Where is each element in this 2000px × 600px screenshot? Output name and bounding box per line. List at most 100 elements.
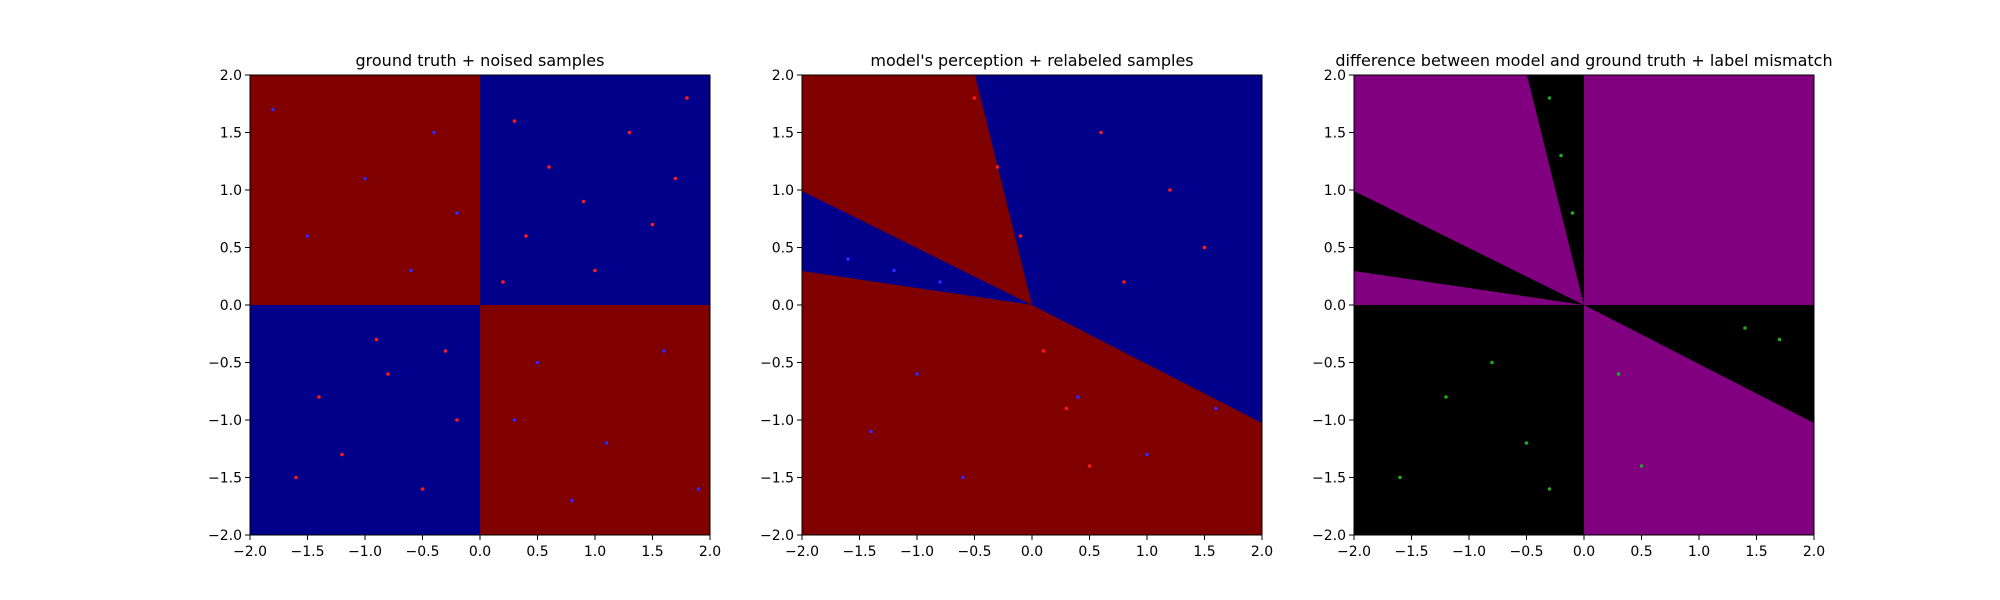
point-blue [512, 418, 517, 422]
point-red [294, 475, 298, 480]
x-tick-label: −1.0 [348, 544, 382, 560]
y-tick-label: −2.0 [760, 528, 794, 544]
point-green [1524, 441, 1529, 445]
y-tick-label: −1.0 [208, 413, 242, 429]
panel-1-points [271, 96, 701, 503]
y-tick-label: 2.0 [772, 68, 794, 84]
y-tick-label: 0.0 [772, 298, 794, 314]
point-red [650, 222, 655, 227]
point-red [673, 176, 678, 181]
x-tick-label: 0.0 [1021, 544, 1043, 560]
panel-3-regions [1354, 75, 1814, 535]
x-tick-label: 1.5 [1745, 544, 1767, 560]
y-tick-label: 2.0 [1324, 68, 1346, 84]
point-red [501, 280, 505, 284]
point-blue [432, 130, 436, 135]
point-blue [535, 360, 540, 365]
y-tick-label: −1.5 [760, 471, 794, 487]
point-blue [892, 268, 896, 273]
panel-model-perception: model's perception + relabeled samples −… [760, 51, 1273, 560]
point-red [443, 349, 448, 353]
point-red [1122, 280, 1126, 284]
point-blue [846, 257, 850, 261]
panel-1-regions [250, 75, 710, 535]
y-tick-label: 1.5 [220, 126, 242, 142]
point-blue [869, 429, 873, 434]
point-red [1099, 130, 1103, 135]
point-blue [604, 441, 609, 445]
region-blue-wedge-left [802, 191, 1032, 305]
y-tick-label: −0.5 [760, 356, 794, 372]
x-tick-label: −1.0 [900, 544, 934, 560]
y-tick-label: 1.5 [1324, 126, 1346, 142]
point-blue [938, 280, 942, 284]
point-blue [1214, 406, 1218, 411]
point-green [1777, 337, 1782, 342]
point-red [581, 199, 586, 204]
point-green [1616, 372, 1621, 376]
panel-2-axes: −2.0 −1.5 −1.0 −0.5 0.0 0.5 1.0 1.5 2.0 2.0 1.5 1.0… [760, 68, 1273, 560]
x-tick-label: −0.5 [958, 544, 992, 560]
x-tick-label: −0.5 [406, 544, 440, 560]
y-tick-label: 0.5 [220, 241, 242, 257]
region-red-sliver [802, 277, 1032, 305]
point-green [1547, 487, 1552, 491]
y-tick-label: 2.0 [220, 68, 242, 84]
point-red [685, 96, 689, 100]
point-blue [409, 268, 413, 273]
point-red [317, 395, 321, 399]
point-red [627, 130, 632, 135]
y-tick-label: −1.0 [1312, 413, 1346, 429]
point-red [420, 487, 425, 491]
panel-3-title: difference between model and ground trut… [1335, 51, 1832, 70]
y-tick-label: −0.5 [1312, 356, 1346, 372]
point-green [1547, 96, 1552, 100]
x-tick-label: −2.0 [1337, 544, 1371, 560]
point-blue [1145, 452, 1149, 457]
region-blue-wedge-upper [975, 75, 1262, 423]
x-tick-label: 1.5 [641, 544, 663, 560]
y-tick-label: −2.0 [208, 528, 242, 544]
region-black-wedge-left [1354, 191, 1584, 305]
panel-3-points [1398, 96, 1782, 491]
x-tick-label: 0.0 [469, 544, 491, 560]
y-tick-label: −1.5 [1312, 471, 1346, 487]
point-red [972, 96, 977, 100]
point-green [1490, 360, 1494, 365]
x-tick-label: −1.5 [1395, 544, 1429, 560]
y-tick-label: 0.0 [220, 298, 242, 314]
point-red [340, 452, 344, 457]
point-blue [961, 475, 965, 480]
x-tick-label: 0.0 [1573, 544, 1595, 560]
x-tick-label: 0.5 [526, 544, 548, 560]
region-bottom-left [250, 305, 480, 535]
point-red [1064, 406, 1069, 411]
panel-3-axes: −2.0 −1.5 −1.0 −0.5 0.0 0.5 1.0 1.5 2.0 2.0 1.5 1.0… [1312, 68, 1825, 560]
x-tick-label: 2.0 [699, 544, 721, 560]
point-red [386, 372, 390, 376]
y-tick-label: −2.0 [1312, 528, 1346, 544]
point-red [1018, 234, 1023, 238]
x-tick-label: 0.5 [1078, 544, 1100, 560]
point-blue [570, 498, 574, 503]
point-red [1168, 188, 1172, 192]
point-blue [363, 176, 367, 181]
point-blue [1076, 395, 1080, 399]
y-tick-label: 0.5 [1324, 241, 1346, 257]
x-tick-label: −1.5 [843, 544, 877, 560]
x-tick-label: 0.5 [1630, 544, 1652, 560]
y-tick-label: 1.5 [772, 126, 794, 142]
point-green [1444, 395, 1448, 399]
y-tick-label: 1.0 [1324, 183, 1346, 199]
region-black-bottom-left [1354, 305, 1584, 535]
point-red [1087, 464, 1092, 468]
point-red [1202, 245, 1207, 250]
panel-difference: difference between model and ground trut… [1312, 51, 1833, 560]
point-red [547, 165, 551, 169]
point-red [524, 234, 528, 238]
point-green [1639, 464, 1644, 468]
x-tick-label: −1.5 [291, 544, 325, 560]
point-green [1559, 153, 1563, 158]
x-tick-label: 1.0 [1136, 544, 1158, 560]
point-blue [455, 211, 459, 215]
